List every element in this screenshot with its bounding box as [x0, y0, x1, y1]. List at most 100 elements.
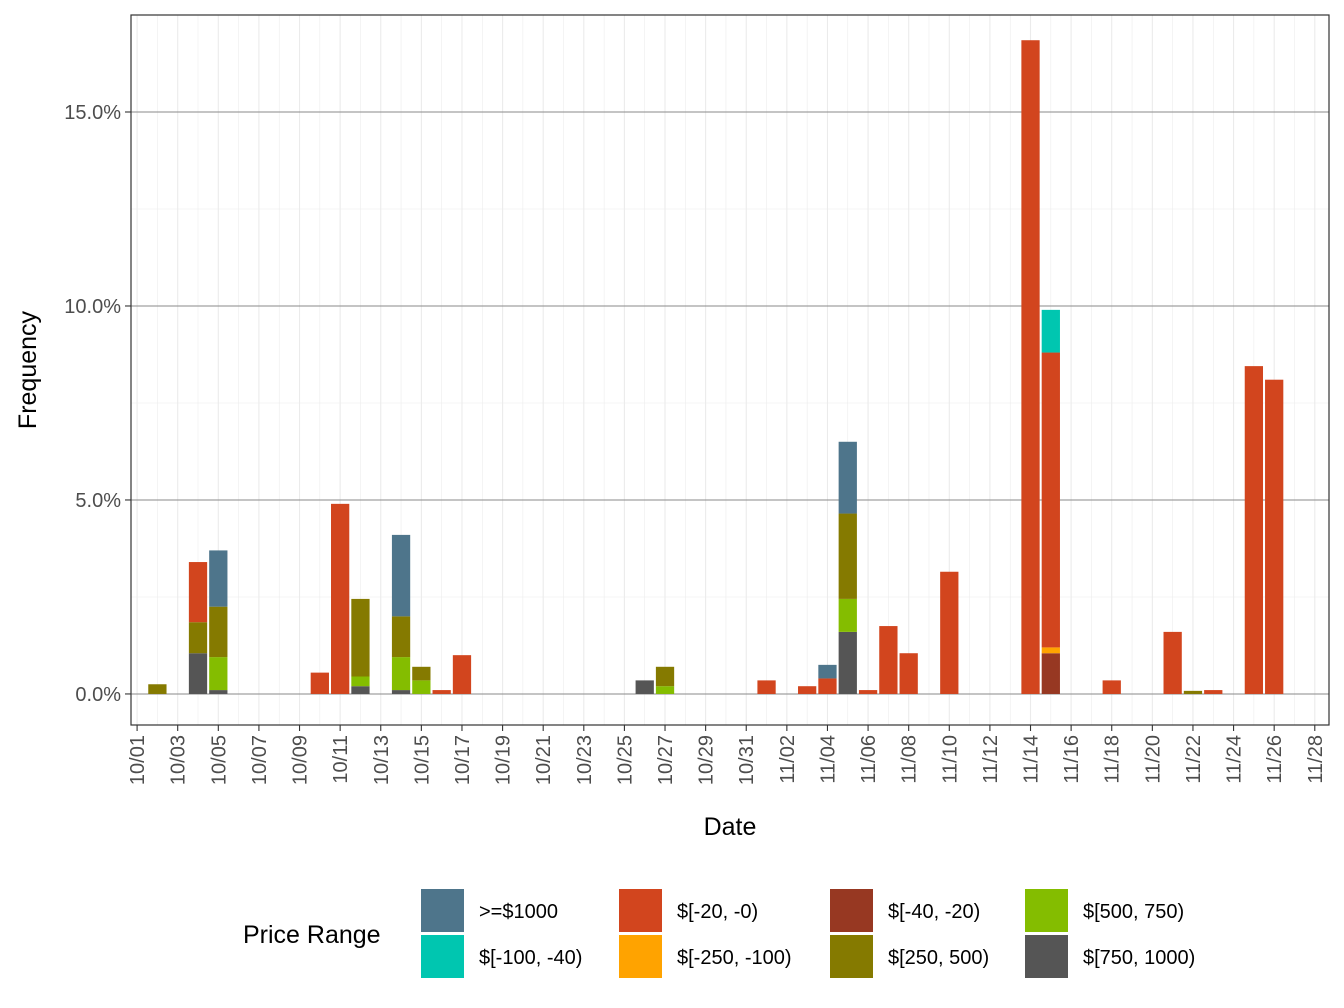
- bar-segment: [1265, 379, 1284, 694]
- bar-segment: [757, 680, 776, 694]
- bar-segment: [858, 690, 878, 694]
- legend-swatch: [421, 889, 464, 932]
- x-tick-label: 11/12: [980, 735, 1002, 784]
- bar-segment: [1041, 309, 1060, 353]
- x-tick-label: 11/18: [1102, 735, 1124, 784]
- x-tick-label: 10/03: [168, 735, 190, 785]
- x-tick-label: 11/16: [1061, 735, 1083, 784]
- x-tick-label: 11/20: [1142, 735, 1164, 784]
- bar-segment: [1204, 690, 1223, 694]
- legend-label: $[-40, -20): [888, 901, 980, 923]
- legend-swatch: [619, 889, 662, 932]
- bars: [148, 40, 1284, 694]
- x-tick-label: 11/26: [1264, 735, 1286, 784]
- y-tick-label: 5.0%: [75, 490, 121, 512]
- x-tick-label: 10/13: [371, 735, 393, 785]
- y-tick-label: 15.0%: [64, 102, 121, 124]
- x-tick-label: 11/02: [777, 735, 799, 784]
- x-tick-label: 11/24: [1224, 735, 1246, 784]
- bar-segment: [1041, 653, 1060, 694]
- bar-segment: [188, 622, 208, 654]
- bar-segment: [1183, 690, 1203, 694]
- bar-segment: [209, 690, 228, 694]
- legend: Price Range >=$1000 $[-100, -40) $[-20, -0…: [243, 889, 1195, 978]
- bar-segment: [1244, 366, 1264, 694]
- legend-swatch: [1025, 935, 1068, 978]
- x-tick-label: 11/10: [939, 735, 961, 784]
- bar-segment: [351, 676, 370, 687]
- x-tick-label: 10/11: [330, 735, 352, 784]
- bar-segment: [351, 598, 370, 677]
- legend-swatch: [830, 935, 873, 978]
- x-tick-label: 11/04: [817, 735, 839, 784]
- bar-segment: [188, 562, 208, 623]
- x-tick-label: 10/29: [696, 735, 718, 785]
- bar-segment: [148, 684, 167, 694]
- x-axis: 10/01 10/03 10/05 10/07 10/09 10/11 10/13 10/15…: [127, 725, 1327, 785]
- bar-segment: [1041, 647, 1060, 654]
- bar-segment: [899, 653, 918, 694]
- legend-label: $[250, 500): [888, 947, 989, 969]
- bar-segment: [818, 664, 837, 679]
- bar-segment: [391, 657, 411, 691]
- x-tick-label: 10/21: [533, 735, 555, 785]
- bar-segment: [391, 690, 411, 694]
- bar-segment: [879, 626, 898, 694]
- bar-segment: [412, 666, 431, 681]
- legend-swatch: [619, 935, 662, 978]
- bar-segment: [452, 655, 472, 694]
- legend-swatch: [1025, 889, 1068, 932]
- legend-label: >=$1000: [479, 901, 558, 923]
- bar-segment: [331, 503, 350, 694]
- bar-segment: [635, 680, 654, 694]
- gridlines: [131, 14, 1329, 725]
- x-tick-label: 11/28: [1305, 735, 1327, 784]
- x-tick-label: 10/19: [493, 735, 515, 785]
- bar-segment: [391, 616, 411, 658]
- bar-segment: [1041, 352, 1060, 648]
- x-tick-label: 10/31: [736, 735, 758, 785]
- bar-segment: [209, 550, 228, 607]
- bar-segment: [655, 666, 675, 687]
- y-tick-label: 0.0%: [75, 684, 121, 706]
- legend-swatch: [830, 889, 873, 932]
- x-axis-title: Date: [704, 813, 757, 841]
- bar-segment: [1021, 40, 1040, 694]
- bar-segment: [838, 631, 857, 694]
- bar-segment: [209, 657, 228, 691]
- x-tick-label: 11/14: [1021, 735, 1043, 784]
- legend-label: $[750, 1000): [1083, 947, 1195, 969]
- bar-segment: [940, 571, 959, 694]
- bar-segment: [1163, 631, 1182, 694]
- bar-segment: [351, 686, 370, 694]
- x-tick-label: 10/07: [249, 735, 271, 785]
- x-tick-label: 10/09: [290, 735, 312, 785]
- y-tick-label: 10.0%: [64, 296, 121, 318]
- bar-segment: [432, 690, 451, 694]
- plot-panel-border: [130, 14, 1330, 726]
- bar-segment: [818, 678, 837, 694]
- x-tick-label: 10/23: [574, 735, 596, 785]
- legend-label: $[-250, -100): [677, 947, 792, 969]
- x-tick-label: 10/05: [208, 735, 230, 785]
- bar-segment: [188, 653, 208, 694]
- bar-segment: [412, 680, 431, 694]
- bar-segment: [838, 598, 857, 632]
- x-tick-label: 10/15: [411, 735, 433, 785]
- y-axis: 0.0% 5.0% 10.0% 15.0%: [64, 102, 131, 706]
- x-tick-label: 11/06: [858, 735, 880, 784]
- x-tick-label: 10/17: [452, 735, 474, 785]
- bar-segment: [838, 513, 857, 599]
- bar-segment: [798, 686, 817, 694]
- legend-title: Price Range: [243, 921, 381, 949]
- x-tick-label: 10/01: [127, 735, 149, 785]
- x-tick-label: 11/22: [1183, 735, 1205, 784]
- bar-segment: [209, 606, 228, 658]
- x-tick-label: 10/25: [614, 735, 636, 785]
- bar-segment: [310, 672, 329, 694]
- legend-label: $[-100, -40): [479, 947, 582, 969]
- legend-label: $[500, 750): [1083, 901, 1184, 923]
- bar-segment: [838, 441, 857, 514]
- bar-segment: [1102, 680, 1121, 694]
